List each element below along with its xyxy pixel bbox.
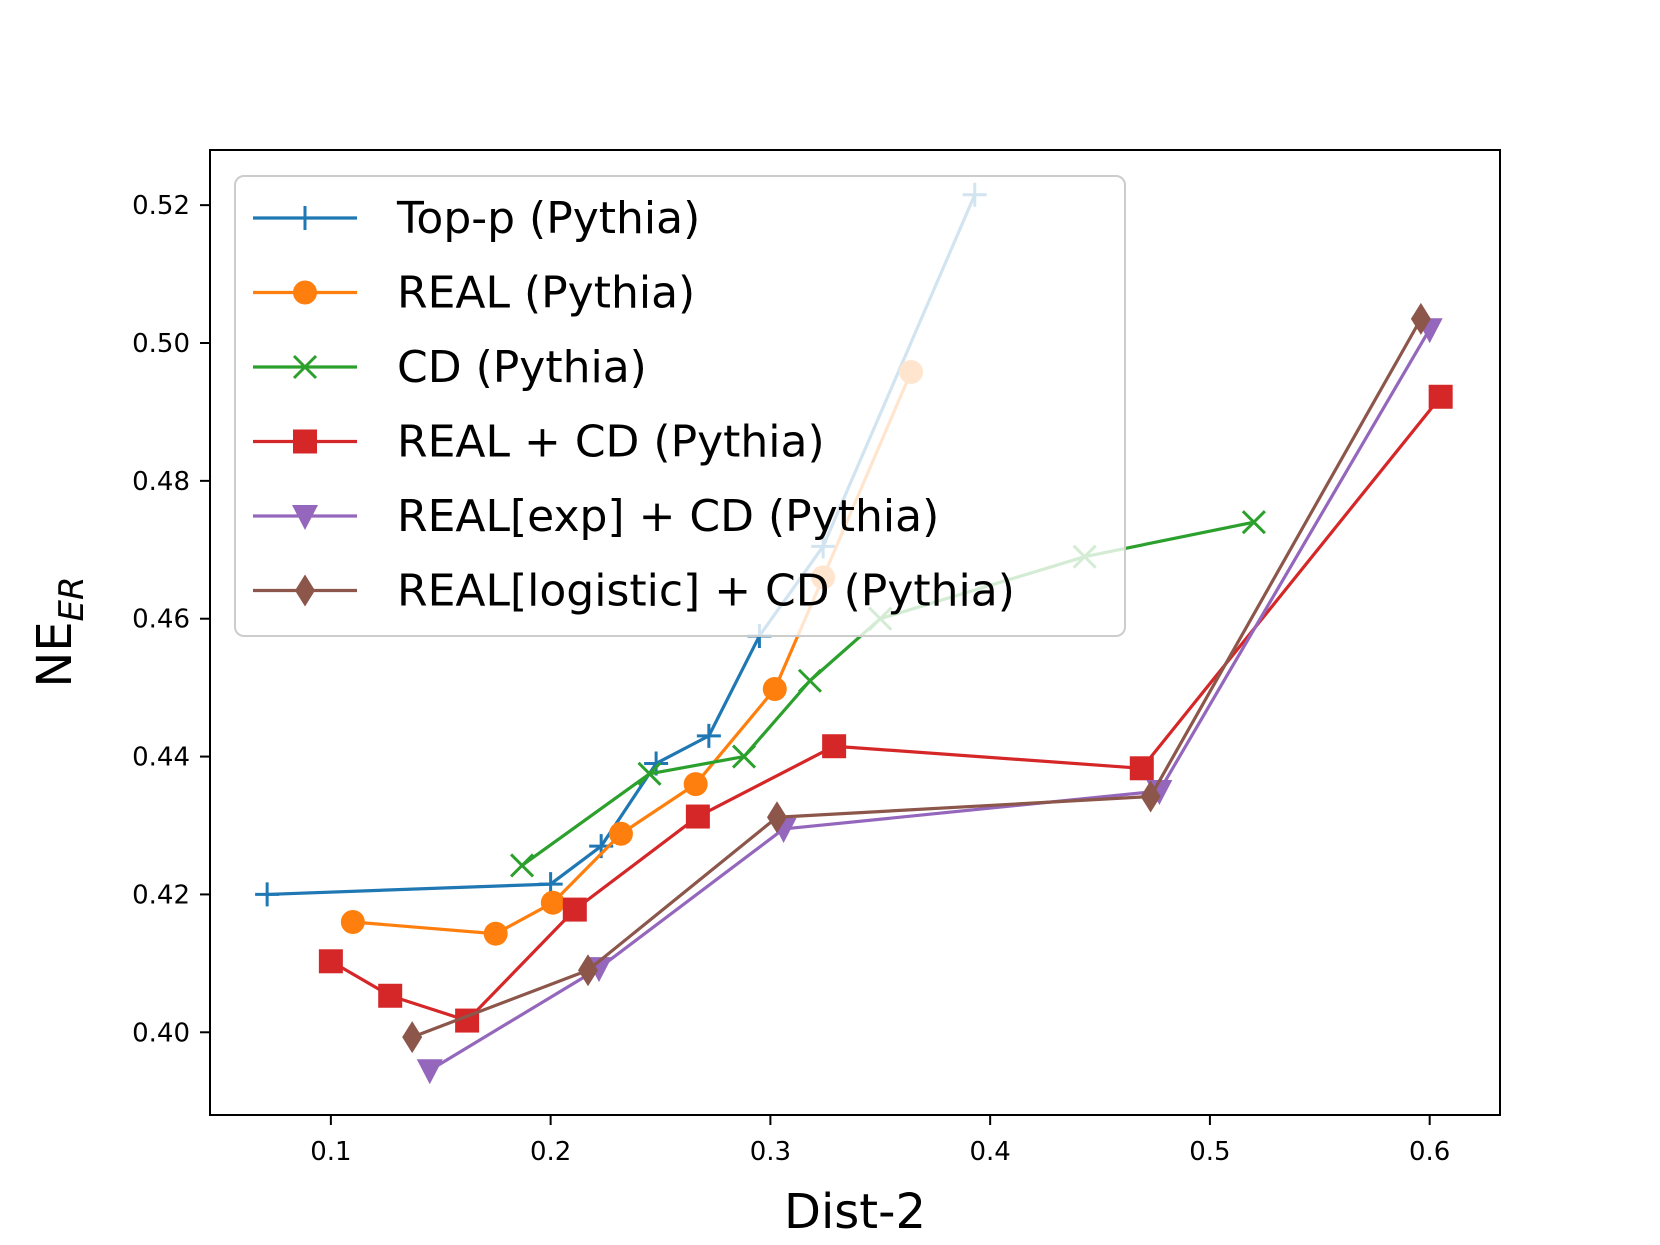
- series-layer: [255, 182, 1453, 1085]
- legend-entry: REAL (Pythia): [253, 268, 695, 319]
- data-point: [378, 983, 403, 1008]
- x-tick-label: 0.6: [1409, 1137, 1450, 1167]
- y-axis-title-subscript: ER: [52, 576, 92, 621]
- x-axis: 0.1 0.2 0.3 0.4 0.5 0.6: [310, 1115, 1450, 1167]
- legend-label: CD (Pythia): [397, 342, 647, 393]
- data-point: [696, 723, 721, 748]
- legend-entry: REAL[exp] + CD (Pythia): [253, 491, 939, 542]
- data-point: [1140, 780, 1161, 813]
- legend-marker: [293, 429, 317, 454]
- legend-label: Top-p (Pythia): [396, 193, 700, 244]
- y-axis-title-main: NE: [27, 621, 83, 687]
- legend-entry: CD (Pythia): [253, 342, 647, 393]
- data-point: [766, 801, 787, 834]
- x-tick-label: 0.5: [1189, 1137, 1230, 1167]
- legend-entry: REAL + CD (Pythia): [253, 417, 825, 468]
- data-point: [416, 1059, 443, 1085]
- y-tick-label: 0.46: [132, 605, 190, 635]
- legend-entry: Top-p (Pythia): [253, 193, 700, 244]
- legend-entry: REAL[logistic] + CD (Pythia): [253, 566, 1015, 617]
- data-point: [683, 772, 708, 797]
- data-point: [1410, 302, 1431, 335]
- legend-marker: [293, 206, 317, 230]
- data-point: [1129, 756, 1154, 781]
- data-point: [1241, 510, 1266, 535]
- data-point: [255, 882, 280, 907]
- data-point: [402, 1021, 423, 1054]
- y-axis-title: NEER: [27, 576, 92, 687]
- data-point: [685, 804, 710, 829]
- y-tick-label: 0.42: [132, 880, 190, 910]
- data-point: [577, 954, 598, 987]
- series-6: [402, 302, 1431, 1054]
- y-tick-label: 0.50: [132, 329, 190, 359]
- legend-label: REAL + CD (Pythia): [397, 417, 825, 468]
- legend-box: [234, 175, 1126, 637]
- legend-marker: [293, 280, 317, 305]
- legend-label: REAL[exp] + CD (Pythia): [397, 491, 939, 542]
- data-point: [510, 853, 535, 878]
- x-tick-label: 0.4: [969, 1137, 1010, 1167]
- data-point: [1428, 384, 1453, 409]
- y-tick-label: 0.44: [132, 743, 190, 773]
- data-point: [608, 821, 633, 846]
- x-tick-label: 0.3: [750, 1137, 791, 1167]
- data-point: [822, 734, 847, 759]
- legend-label: REAL (Pythia): [397, 268, 695, 319]
- series-line: [330, 395, 1442, 1023]
- plot-frame: [209, 149, 1501, 1116]
- x-tick-label: 0.2: [530, 1137, 571, 1167]
- data-point: [637, 761, 662, 786]
- x-tick-label: 0.1: [310, 1137, 351, 1167]
- legend-marker: [292, 505, 318, 530]
- legend: Top-p (Pythia) REAL (Pythia) CD (Pythia) RE…: [234, 175, 1126, 637]
- series-2: [340, 359, 924, 946]
- data-point: [483, 921, 508, 946]
- data-point: [318, 949, 343, 974]
- legend-marker: [295, 574, 315, 607]
- data-point: [762, 677, 787, 702]
- legend-marker: [292, 354, 318, 380]
- legend-label: REAL[logistic] + CD (Pythia): [397, 566, 1015, 617]
- y-tick-label: 0.52: [132, 191, 190, 221]
- y-axis: 0.40 0.42 0.44 0.46 0.48 0.50 0.52: [132, 191, 210, 1048]
- data-point: [562, 897, 587, 922]
- series-4: [318, 384, 1453, 1033]
- data-point: [797, 668, 823, 693]
- data-point: [731, 744, 757, 769]
- x-axis-title: Dist-2: [784, 1184, 926, 1240]
- data-point: [540, 890, 565, 915]
- y-tick-label: 0.40: [132, 1018, 190, 1048]
- y-tick-label: 0.48: [132, 467, 190, 497]
- data-point: [340, 910, 365, 934]
